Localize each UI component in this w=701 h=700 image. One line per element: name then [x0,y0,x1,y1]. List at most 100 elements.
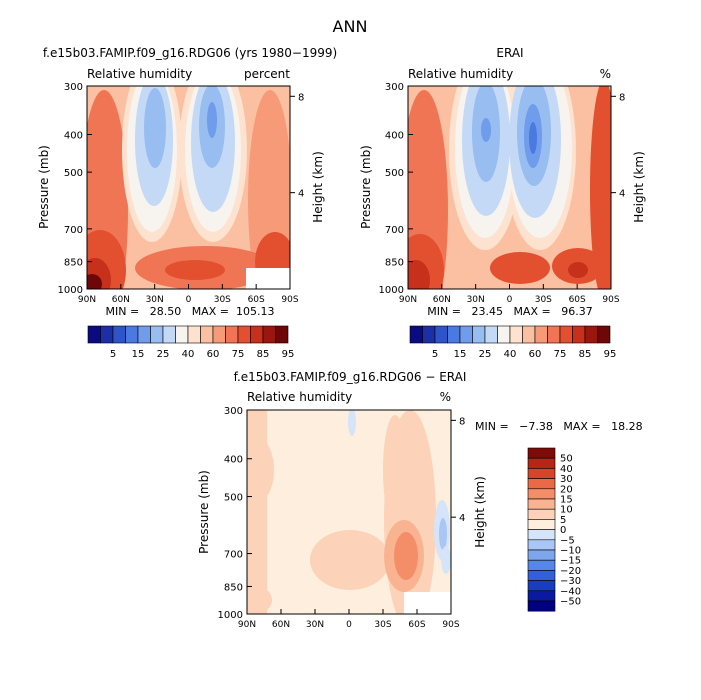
x-tick-label: 60N [272,620,290,630]
x-tick-label: 60N [433,295,451,305]
colorbar-swatch [100,325,114,344]
colorbar-swatch [187,325,201,344]
height-axis-label: Height (km) [632,151,646,222]
colorbar-swatch [527,600,556,612]
x-tick-label: 30S [214,295,231,305]
x-tick-label: 90N [78,295,96,305]
panel-title: f.e15b03.FAMIP.f09_g16.RDG06 (yrs 1980−1… [43,46,337,60]
x-tick-label: 90N [399,295,417,305]
colorbar-swatch [527,590,556,602]
colorbar-label: 75 [554,349,567,360]
colorbar-label: 50 [560,454,573,465]
min-max-label: MIN = 28.50 MAX = 105.13 [106,305,275,318]
colorbar-swatch [527,519,556,530]
colorbar-label: 10 [560,505,573,516]
pressure-axis-label: Pressure (mb) [37,145,51,229]
colorbar-label: −15 [560,556,581,567]
units-label: % [600,67,611,81]
colorbar-swatch [409,325,423,344]
y-tick-label: 850 [64,258,83,269]
colorbar-label: 40 [560,464,573,475]
colorbar-swatch [87,325,101,344]
colorbar-label: 60 [529,349,542,360]
min-max-label: MIN = 23.45 MAX = 96.37 [427,305,592,318]
colorbar-swatch [175,325,189,344]
y-axis-ticks: 300 400 500 700 850 1000 [58,82,92,296]
y-tick-label: 500 [385,168,404,179]
x-tick-label: 30N [306,620,324,630]
colorbar-swatch [472,325,486,344]
colorbar-swatch [527,539,556,551]
colorbar-swatch [509,325,523,344]
colorbar-label: −20 [560,566,581,577]
colorbar-swatch [527,529,556,541]
y-tick-label: 400 [64,131,83,142]
colorbar-swatch [527,570,556,581]
colorbar-label: 40 [182,349,195,360]
colorbar-swatch [112,325,126,344]
colorbar-swatch [527,478,556,490]
colorbar-swatch [162,325,176,344]
y-tick-label: 1000 [218,610,243,621]
colorbar-swatch [547,325,561,344]
colorbar-label: 15 [132,349,145,360]
colorbar-label: 5 [110,349,116,360]
variable-label: Relative humidity [247,390,352,404]
colorbar-swatch [497,325,511,344]
height-tick-label: 4 [298,189,304,200]
x-tick-label: 0 [507,295,513,305]
colorbar: 5 15 25 40 60 75 85 95 [87,325,295,360]
x-axis-ticks: 90N 60N 30N 0 30S 60S 90S [78,284,299,305]
x-tick-label: 30S [535,295,552,305]
colorbar-label: 5 [432,349,438,360]
x-tick-label: 90N [238,620,256,630]
y-tick-label: 400 [385,131,404,142]
colorbar-swatch [527,508,556,520]
colorbar-swatch [527,559,556,571]
colorbar-label: 95 [604,349,617,360]
y-axis-ticks: 300 400 500 700 850 1000 [218,406,252,621]
colorbar-label: 75 [232,349,245,360]
panel-title: ERAI [496,46,523,60]
colorbar-label: 60 [207,349,220,360]
x-tick-label: 30S [374,620,391,630]
y-tick-label: 700 [385,225,404,236]
contour-field [87,86,290,289]
panel-difference: f.e15b03.FAMIP.f09_g16.RDG06 − ERAI Rela… [197,370,643,630]
x-tick-label: 60S [408,620,425,630]
variable-label: Relative humidity [87,67,192,81]
colorbar-label: 85 [579,349,592,360]
colorbar-swatch [212,325,226,344]
colorbar-swatch [584,325,598,344]
colorbar-swatch [527,498,556,510]
height-axis-label: Height (km) [311,151,325,222]
colorbar-swatch [200,325,214,344]
colorbar-label: 95 [282,349,295,360]
y-tick-label: 500 [64,168,83,179]
colorbar-swatch [125,325,139,344]
colorbar-swatch [434,325,448,344]
x-tick-label: 0 [346,620,352,630]
y-tick-label: 400 [224,455,243,466]
height-axis-ticks: 84 [451,416,465,524]
colorbar-swatch [250,325,264,344]
colorbar-swatch [527,447,556,459]
units-label: % [440,390,451,404]
colorbar-swatch [527,488,556,500]
height-tick-label: 4 [459,513,465,524]
colorbar-swatch [275,325,289,344]
colorbar-label: 15 [454,349,467,360]
contour-field [247,410,451,614]
panel-model: f.e15b03.FAMIP.f09_g16.RDG06 (yrs 1980−1… [37,46,337,360]
x-tick-label: 60N [112,295,130,305]
colorbar-swatch [522,325,536,344]
colorbar-swatch [527,468,556,479]
colorbar-swatch [422,325,436,344]
x-axis-ticks: 90N 60N 30N 0 30S 60S 90S [399,284,620,305]
colorbar-swatch [534,325,548,344]
units-label: percent [244,67,290,81]
x-tick-label: 90S [602,295,619,305]
colorbar-swatch [559,325,573,344]
y-tick-label: 850 [224,582,243,593]
contour-field [408,86,611,289]
